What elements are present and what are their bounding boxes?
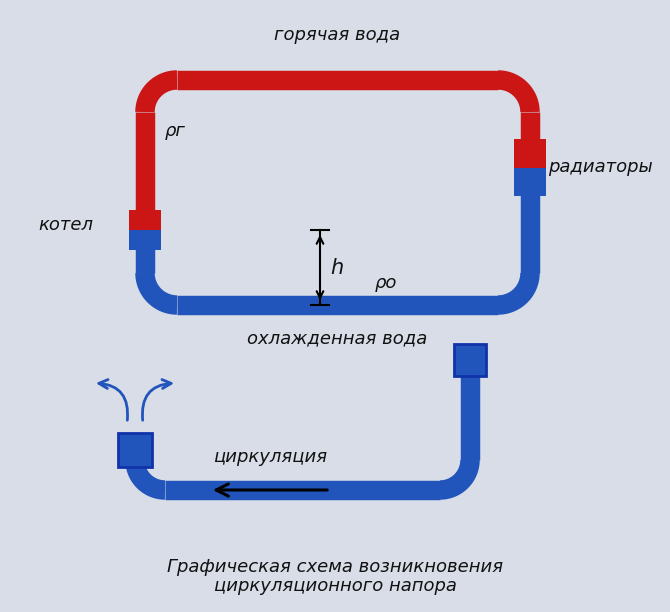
Text: ρг: ρг — [165, 122, 186, 140]
Text: охлажденная вода: охлажденная вода — [247, 329, 427, 347]
Text: циркуляция: циркуляция — [213, 448, 327, 466]
Text: горячая вода: горячая вода — [274, 26, 400, 44]
Text: h: h — [330, 258, 343, 277]
Text: котел: котел — [38, 216, 93, 234]
Bar — [514, 168, 546, 196]
Text: радиаторы: радиаторы — [548, 159, 653, 176]
Text: циркуляционного напора: циркуляционного напора — [214, 577, 456, 595]
Bar — [129, 230, 161, 250]
Text: Графическая схема возникновения: Графическая схема возникновения — [167, 558, 503, 576]
Bar — [129, 210, 161, 230]
Bar — [118, 433, 152, 467]
Bar — [514, 139, 546, 168]
Bar — [454, 344, 486, 376]
Text: ρо: ρо — [375, 274, 397, 292]
